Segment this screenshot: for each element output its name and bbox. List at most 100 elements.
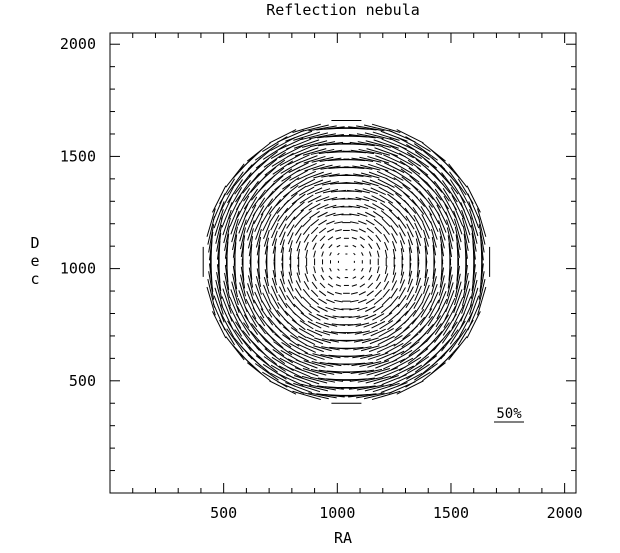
- polarization-vector: [332, 205, 345, 209]
- polarization-vector: [326, 299, 335, 304]
- polarization-vector: [308, 203, 321, 211]
- polarization-vector: [224, 225, 231, 251]
- polarization-vector: [315, 321, 330, 328]
- polarization-vector: [311, 360, 334, 367]
- polarization-vector: [360, 164, 381, 171]
- axis-ticks: [110, 33, 576, 493]
- polarization-vector: [236, 195, 250, 218]
- polarization-vector: [376, 250, 380, 258]
- polarization-vector: [412, 301, 424, 317]
- polarization-vector: [253, 299, 265, 319]
- polarization-vector: [390, 225, 398, 236]
- polarization-vector: [343, 158, 366, 162]
- polarization-vector: [314, 329, 331, 336]
- polarization-vector: [318, 369, 343, 374]
- polarization-vector: [281, 263, 285, 277]
- y-tick-label: 2000: [60, 35, 96, 53]
- polarization-vector: [477, 279, 486, 308]
- polarization-vector: [400, 341, 420, 356]
- polarization-vector: [363, 391, 393, 400]
- polarization-vector: [215, 217, 223, 244]
- polarization-vector: [414, 222, 422, 239]
- polarization-vector: [213, 295, 225, 323]
- polarization-vector: [311, 281, 318, 290]
- polarization-vector: [294, 225, 303, 236]
- polarization-vector: [446, 282, 454, 305]
- polarization-vector: [325, 306, 336, 312]
- polarization-vector: [318, 290, 327, 297]
- polarization-vector: [434, 188, 449, 210]
- polarization-vector: [317, 141, 344, 147]
- polarization-vector: [458, 311, 473, 338]
- polarization-vector: [384, 241, 389, 251]
- chart-title: Reflection nebula: [266, 1, 420, 19]
- x-tick-label: 1000: [319, 504, 355, 522]
- polarization-vector: [320, 353, 341, 359]
- polarization-vector: [319, 282, 326, 289]
- polarization-vector: [428, 205, 440, 225]
- polarization-vector: [261, 206, 273, 224]
- polarization-vector: [344, 354, 365, 358]
- polarization-vector: [224, 233, 230, 259]
- polarization-vector: [300, 312, 313, 322]
- polarization-vector: [260, 198, 274, 216]
- polarization-vector: [406, 363, 430, 380]
- polarization-vector: [368, 243, 373, 249]
- polarization-vector: [422, 229, 429, 247]
- polarization-vector: [304, 163, 325, 172]
- polarization-vector: [271, 277, 278, 294]
- polarization-vector: [438, 220, 446, 241]
- polarization-vector: [278, 373, 304, 386]
- polarization-vector: [455, 265, 460, 290]
- polarization-vector: [227, 187, 243, 211]
- polarization-vector: [353, 173, 372, 178]
- polarization-vector: [326, 291, 335, 296]
- polarization-vector: [344, 166, 365, 169]
- polarization-vector: [368, 344, 388, 353]
- polarization-vector: [222, 288, 232, 314]
- polarization-vector: [255, 151, 278, 169]
- polarization-vector: [327, 236, 334, 241]
- polarization-vector: [317, 211, 328, 218]
- polarization-vector: [415, 269, 421, 286]
- polarization-vector: [280, 270, 285, 285]
- polarization-vector: [286, 146, 311, 158]
- x-tick-label: 1500: [433, 504, 469, 522]
- polarization-vector: [385, 334, 403, 346]
- polarization-vector: [363, 196, 378, 203]
- polarization-vector: [328, 275, 333, 280]
- polarization-vector: [348, 393, 377, 398]
- polarization-vector: [374, 289, 382, 297]
- polarization-vector: [456, 242, 460, 266]
- polarization-vector: [477, 216, 486, 245]
- polarization-vector: [301, 383, 329, 392]
- polarization-vector: [311, 234, 318, 242]
- polarization-vector: [382, 288, 390, 298]
- polarization-vector: [426, 315, 441, 335]
- polarization-vector: [272, 238, 277, 254]
- polarization-vector: [403, 309, 417, 324]
- polarization-vector: [308, 313, 321, 321]
- polarization-vector: [348, 385, 376, 390]
- y-tick-label: 1000: [60, 260, 96, 278]
- polarization-vector: [254, 143, 279, 161]
- polarization-vector: [322, 181, 339, 186]
- polarization-vector: [477, 286, 487, 316]
- polarization-vector: [304, 241, 309, 251]
- polarization-vector: [365, 298, 375, 305]
- polarization-vector: [439, 236, 445, 257]
- polarization-vector: [306, 328, 323, 337]
- polarization-vector: [274, 333, 292, 348]
- polarization-vector: [266, 175, 284, 192]
- polarization-vector: [384, 265, 388, 274]
- polarization-vector: [273, 262, 277, 278]
- polarization-vector: [274, 184, 291, 199]
- polarization-vector: [294, 295, 304, 307]
- polarization-vector: [406, 151, 430, 168]
- polarization-vector: [396, 129, 424, 144]
- polarization-vector: [350, 229, 358, 232]
- polarization-vector: [448, 336, 468, 361]
- polarization-vector: [461, 280, 470, 306]
- polarization-vector: [371, 390, 401, 401]
- polarization-vector: [293, 139, 320, 149]
